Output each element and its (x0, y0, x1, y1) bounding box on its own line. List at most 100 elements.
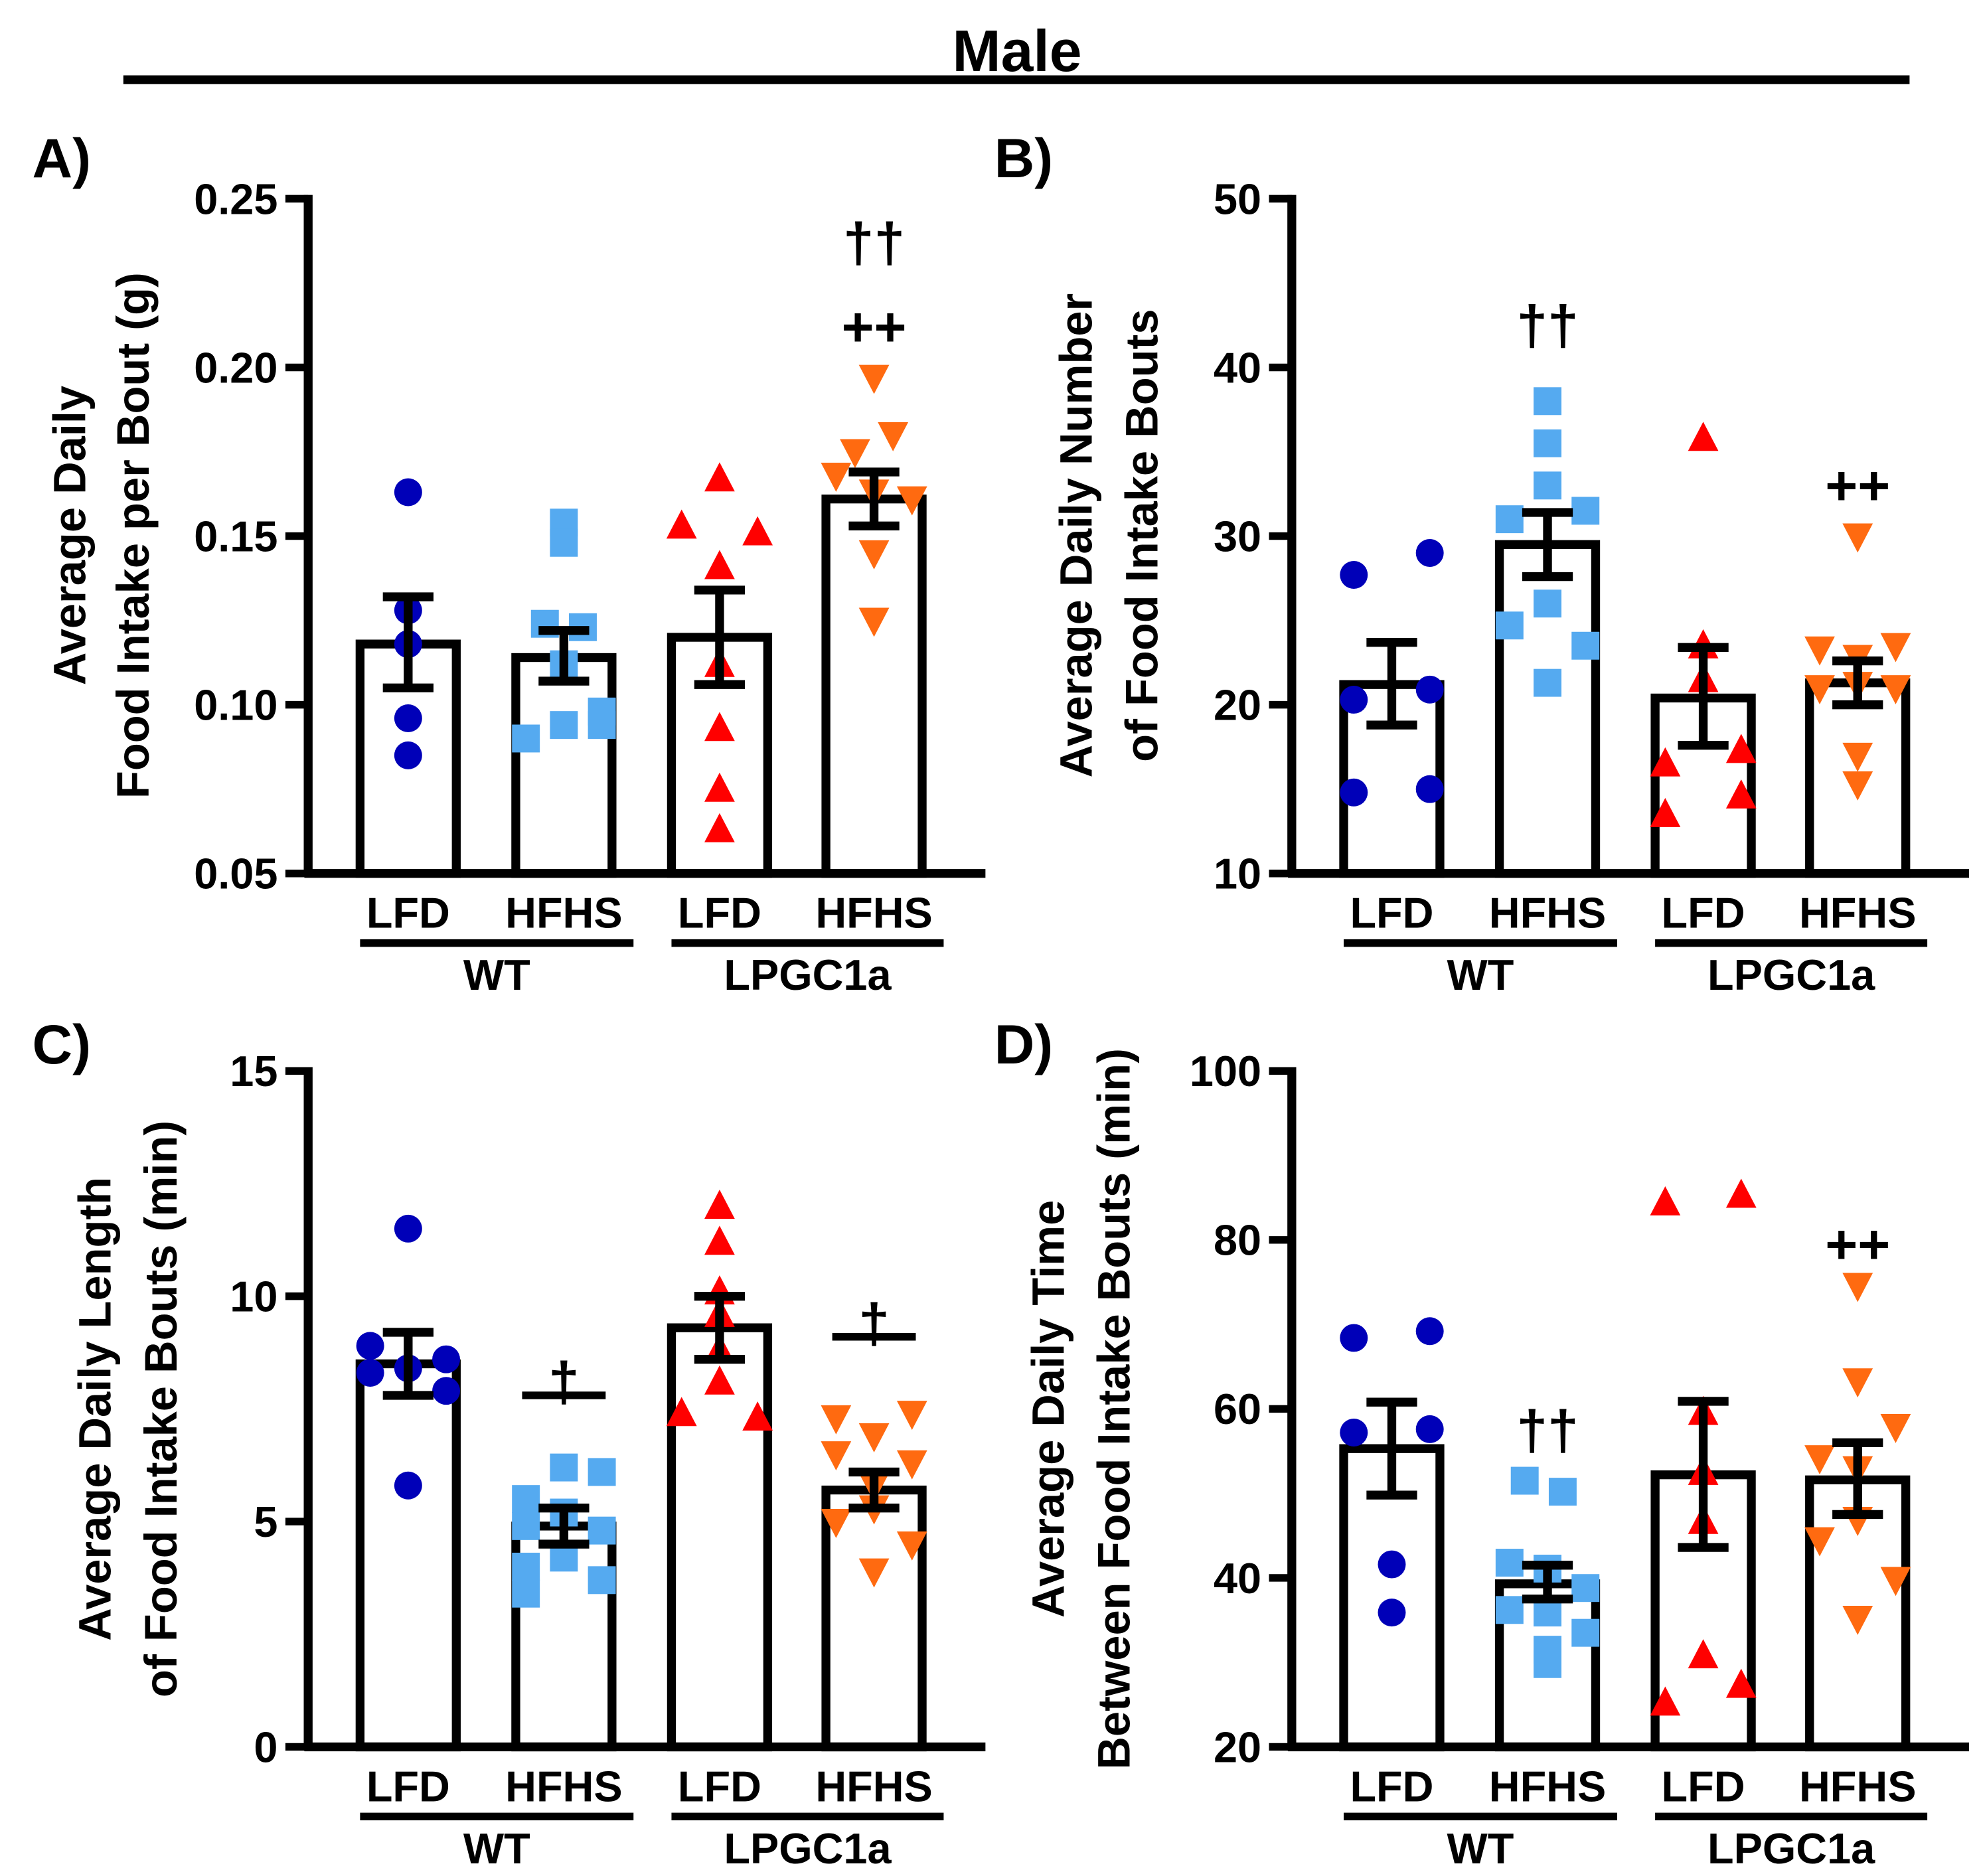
data-point-lpgc_lfd (742, 1401, 773, 1431)
panel-label: A) (32, 127, 91, 189)
data-point-wt_hfhs (1571, 1574, 1600, 1602)
group-label: LPGC1a (1707, 951, 1875, 999)
data-point-lpgc_hfhs (1880, 675, 1911, 705)
data-point-wt_hfhs (1571, 497, 1600, 525)
y-tick-label: 0.25 (194, 175, 277, 223)
data-point-lpgc_lfd (1650, 1686, 1681, 1716)
x-category-label: LFD (678, 1762, 761, 1810)
x-category-label: HFHS (1799, 889, 1916, 937)
x-category-label: HFHS (1799, 1762, 1916, 1810)
y-tick-label: 40 (1214, 1554, 1261, 1602)
significance-marker: † (548, 1350, 580, 1413)
data-point-wt_hfhs (512, 1512, 540, 1540)
panel-b: B) Average Daily Number of Food Intake Bou… (994, 127, 1970, 999)
x-category-label: LFD (1662, 1762, 1745, 1810)
data-point-lpgc_hfhs (1880, 1414, 1911, 1443)
data-point-lpgc_hfhs (858, 364, 890, 394)
y-axis-title-line: Average Daily Time (1023, 1200, 1074, 1618)
data-point-lpgc_hfhs (1804, 1527, 1835, 1557)
significance-marker: ++ (1825, 454, 1890, 516)
data-point-lpgc_hfhs (896, 1401, 927, 1430)
x-category-label: LFD (366, 889, 450, 937)
data-point-wt_hfhs (588, 1566, 616, 1595)
data-point-lpgc_hfhs (858, 607, 890, 637)
data-point-wt_hfhs (550, 1453, 578, 1482)
x-category-label: HFHS (1489, 1762, 1606, 1810)
data-point-lpgc_lfd (1725, 734, 1757, 763)
x-category-label: LFD (366, 1762, 450, 1810)
x-category-label: HFHS (505, 1762, 622, 1810)
panel-d: D) Average Daily Time Between Food Intake … (994, 1013, 1970, 1873)
data-point-lpgc_lfd (704, 813, 735, 842)
data-point-lpgc_lfd (704, 712, 735, 742)
significance-marker: ++ (842, 295, 907, 358)
data-point-wt_hfhs (1510, 1466, 1539, 1495)
data-point-lpgc_lfd (1650, 1186, 1681, 1215)
data-point-lpgc_lfd (704, 550, 735, 580)
data-point-lpgc_lfd (666, 1397, 697, 1427)
y-axis-title-line: Between Food Intake Bouts (min) (1089, 1048, 1140, 1770)
data-point-wt_lfd (432, 1345, 461, 1373)
data-point-lpgc_hfhs (1842, 1605, 1873, 1635)
x-category-label: LFD (1662, 889, 1745, 937)
data-point-wt_lfd (394, 704, 422, 732)
data-point-lpgc_hfhs (858, 1423, 890, 1452)
data-point-wt_hfhs (1534, 589, 1562, 618)
data-point-wt_hfhs (1548, 1478, 1577, 1506)
data-point-lpgc_hfhs (840, 439, 870, 469)
data-point-wt_lfd (1378, 1599, 1406, 1627)
y-axis-title-line: Average Daily Length (70, 1177, 121, 1641)
y-axis-title-line: of Food Intake Bouts (min) (135, 1121, 187, 1697)
panel-c: C) Average Daily Length of Food Intake Bou… (32, 1013, 986, 1873)
y-tick-label: 5 (254, 1498, 277, 1546)
panel-label: B) (994, 127, 1054, 189)
data-point-wt_lfd (1415, 775, 1444, 803)
panel-a: A) Average Daily Food Intake per Bout (g) 0… (32, 127, 986, 999)
y-tick-label: 10 (1214, 850, 1261, 898)
data-point-wt_hfhs (588, 711, 616, 740)
data-point-lpgc_hfhs (821, 1405, 852, 1435)
data-point-lpgc_lfd (1725, 779, 1757, 809)
data-point-wt_lfd (356, 1332, 384, 1360)
data-point-wt_lfd (1340, 1324, 1368, 1352)
data-point-lpgc_lfd (704, 1225, 735, 1255)
y-tick-label: 0.15 (194, 512, 277, 560)
data-point-lpgc_lfd (666, 509, 697, 539)
y-tick-label: 0.20 (194, 343, 277, 392)
group-label: WT (463, 1824, 530, 1873)
figure-title: Male (953, 19, 1082, 84)
y-tick-label: 100 (1190, 1047, 1261, 1095)
data-point-wt_hfhs (1534, 387, 1562, 416)
x-category-label: HFHS (1489, 889, 1606, 937)
data-point-wt_lfd (1340, 1419, 1368, 1446)
x-category-label: HFHS (815, 889, 932, 937)
data-point-lpgc_lfd (742, 516, 773, 546)
data-point-wt_hfhs (1495, 1549, 1524, 1577)
data-point-wt_hfhs (1495, 1596, 1524, 1624)
group-label: LPGC1a (724, 951, 892, 999)
data-point-wt_hfhs (1495, 611, 1524, 640)
y-tick-label: 40 (1214, 343, 1261, 392)
group-label: WT (1447, 951, 1514, 999)
data-point-wt_lfd (394, 1471, 422, 1500)
data-point-wt_hfhs (550, 711, 578, 740)
bar-wt_lfd (355, 1359, 461, 1752)
data-point-wt_lfd (1415, 675, 1444, 704)
significance-marker: † (858, 1292, 890, 1354)
y-tick-label: 80 (1214, 1216, 1261, 1265)
y-axis-title-line: Food Intake per Bout (g) (108, 272, 159, 799)
significance-marker: ++ (1825, 1213, 1890, 1275)
y-tick-label: 20 (1214, 681, 1261, 730)
data-point-wt_lfd (1378, 1550, 1406, 1579)
data-point-wt_hfhs (550, 528, 578, 557)
group-label: WT (1447, 1824, 1514, 1873)
data-point-wt_hfhs (512, 1552, 540, 1581)
y-tick-label: 50 (1214, 175, 1261, 223)
data-point-lpgc_hfhs (1842, 1368, 1873, 1398)
data-point-lpgc_hfhs (1842, 742, 1873, 772)
data-point-lpgc_hfhs (1804, 675, 1835, 705)
data-point-wt_lfd (1415, 538, 1444, 567)
data-point-wt_hfhs (512, 1485, 540, 1514)
data-point-lpgc_hfhs (1804, 1445, 1835, 1474)
